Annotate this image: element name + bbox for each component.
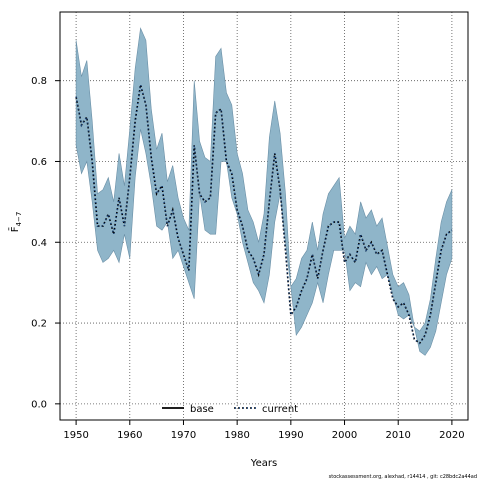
x-tick-label: 1960 xyxy=(117,430,142,441)
x-axis-title: Years xyxy=(250,458,277,469)
y-tick-label: 0.4 xyxy=(31,238,47,249)
y-tick-label: 0.6 xyxy=(31,157,47,168)
y-tick-label: 0.8 xyxy=(31,76,47,87)
x-tick-label: 1950 xyxy=(63,430,88,441)
footer-attribution: stockassessment.org, alexhad, r14414 , g… xyxy=(329,474,477,480)
x-tick-label: 2020 xyxy=(439,430,464,441)
y-axis-title-group: F̄4−7 xyxy=(8,212,23,233)
x-tick-label: 2000 xyxy=(332,430,357,441)
y-tick-label: 0.0 xyxy=(31,399,47,410)
plot-frame xyxy=(59,11,469,421)
legend-label-base: base xyxy=(190,404,214,415)
x-tick-label: 1990 xyxy=(278,430,303,441)
x-tick-label: 1970 xyxy=(171,430,196,441)
y-axis-title-main: F̄ xyxy=(8,226,21,232)
x-tick-label: 1980 xyxy=(224,430,249,441)
confidence-band xyxy=(75,27,453,356)
x-tick-label: 2010 xyxy=(385,430,410,441)
y-axis-title: F̄4−7 xyxy=(8,212,23,233)
y-axis-title-sub: 4−7 xyxy=(15,212,23,227)
axis-ticks: 1950 1960 1970 1980 1990 2000 2010 2020 0.0 0.2 0.… xyxy=(31,76,465,441)
grid xyxy=(60,12,468,420)
legend: base current xyxy=(162,404,298,415)
legend-label-current: current xyxy=(262,404,298,415)
y-tick-label: 0.2 xyxy=(31,319,47,330)
